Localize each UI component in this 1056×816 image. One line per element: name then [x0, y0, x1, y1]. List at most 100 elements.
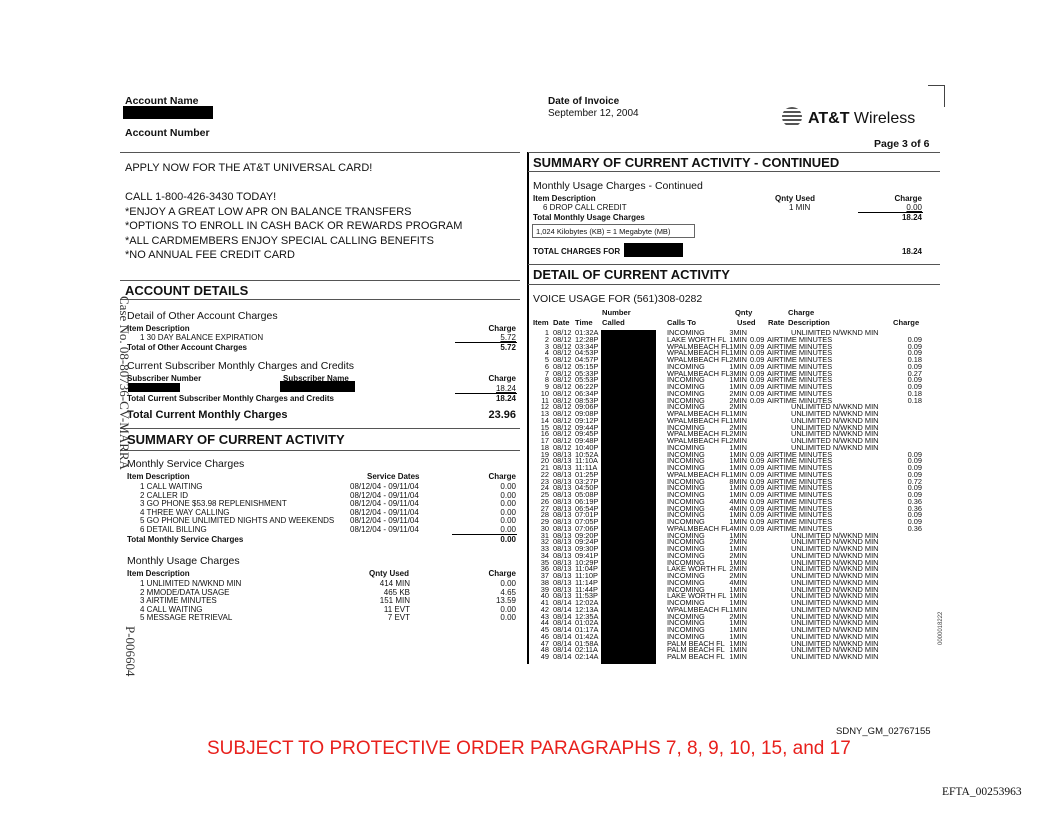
call-date: 08/12 [553, 368, 572, 378]
call-date: 08/12 [553, 442, 572, 452]
call-item: 31 [540, 530, 549, 540]
promo-line: *ENJOY A GREAT LOW APR ON BALANCE TRANSF… [125, 205, 412, 218]
call-qty: 8MIN [729, 476, 747, 486]
total-charges-value: 18.24 [901, 247, 922, 256]
call-calls-to: INCOMING [667, 456, 705, 466]
call-qty: 2MIN [729, 395, 747, 405]
total-value: 18.24 [901, 213, 922, 222]
call-time: 01:02A [575, 618, 599, 628]
redaction [123, 106, 213, 119]
sdny-bates: SDNY_GM_02767155 [836, 726, 931, 737]
call-qty: 1MIN [729, 442, 747, 452]
call-description: UNLIMITED N/WKND MIN [791, 557, 879, 567]
call-row: 20 08/13 11:10A INCOMING 1MIN 0.09 AIRTIME MIN… [525, 456, 925, 466]
call-rate: 0.09 [750, 382, 765, 391]
call-charge: 0.09 [907, 382, 922, 391]
call-charge: 0.09 [907, 361, 922, 371]
call-qty: 4MIN [729, 577, 747, 587]
divider [528, 171, 940, 172]
call-description: UNLIMITED N/WKND MIN [791, 402, 879, 412]
call-qty: 1MIN [729, 652, 747, 661]
call-calls-to: INCOMING [667, 571, 705, 580]
call-item: 27 [540, 503, 549, 513]
call-qty: 1MIN [729, 456, 747, 466]
call-item: 41 [540, 598, 549, 607]
call-item: 16 [540, 429, 549, 439]
col-header: Description [788, 318, 830, 327]
call-charge: 0.18 [907, 395, 922, 405]
call-charge: 0.09 [907, 483, 922, 493]
call-time: 10:52A [575, 449, 599, 459]
call-charge: 0.09 [907, 375, 922, 385]
bates-number-left: P-006604 [123, 626, 138, 677]
call-description: UNLIMITED N/WKND MIN [791, 631, 879, 641]
call-qty: 1MIN [729, 449, 747, 459]
col-header: Item Description [127, 569, 190, 578]
call-description: UNLIMITED N/WKND MIN [791, 436, 879, 445]
call-date: 08/13 [553, 544, 572, 553]
divider [120, 299, 520, 300]
call-qty: 3MIN [729, 328, 747, 337]
call-charge: 0.72 [907, 476, 922, 486]
call-charge: 0.09 [907, 490, 922, 499]
call-calls-to: INCOMING [667, 503, 705, 513]
call-time: 05:15P [575, 361, 599, 371]
call-calls-to: WPALMBEACH FL [667, 348, 730, 358]
call-row: 31 08/13 09:20P INCOMING 1MIN UNLIMITED N/WKN… [525, 530, 925, 540]
call-date: 08/14 [553, 638, 572, 648]
call-description: AIRTIME MINUTES [767, 395, 833, 405]
call-description: AIRTIME MINUTES [767, 348, 833, 358]
call-date: 08/13 [553, 463, 572, 472]
call-item: 2 [544, 334, 549, 344]
total-charges-label: TOTAL CHARGES FOR [533, 247, 621, 256]
call-time: 12:28P [575, 334, 599, 344]
call-row: 7 08/12 05:33P WPALMBEACH FL 3MIN 0.09 AIRTIME… [525, 368, 925, 378]
call-time: 07:06P [575, 523, 599, 533]
call-calls-to: INCOMING [667, 611, 705, 621]
call-time: 04:50P [575, 483, 599, 493]
call-time: 05:53P [575, 375, 599, 385]
call-calls-to: WPALMBEACH FL [667, 436, 730, 445]
call-row: 22 08/13 01:25P WPALMBEACH FL 1MIN 0.09 AIRTIM… [525, 469, 925, 479]
corner-mark [944, 85, 945, 107]
bates-number-right: 0000018222 [938, 611, 944, 645]
service-description: 5 GO PHONE UNLIMITED NIGHTS AND WEEKENDS [140, 516, 335, 526]
call-date: 08/12 [553, 334, 572, 344]
call-qty: 2MIN [729, 436, 747, 445]
charge-value: 18.24 [495, 384, 516, 393]
call-date: 08/12 [553, 375, 572, 385]
call-calls-to: WPALMBEACH FL [667, 355, 730, 364]
col-header: Time [575, 318, 593, 327]
col-header: Date [553, 318, 570, 327]
promo-headline: APPLY NOW FOR THE AT&T UNIVERSAL CARD! [125, 162, 373, 174]
call-qty: 4MIN [729, 523, 747, 533]
call-item: 45 [540, 625, 549, 634]
call-rate: 0.09 [750, 388, 765, 398]
call-description: AIRTIME MINUTES [767, 523, 833, 533]
call-time: 12:35A [575, 611, 599, 621]
call-calls-to: INCOMING [667, 402, 705, 412]
call-item: 44 [540, 618, 549, 628]
call-date: 08/12 [553, 388, 572, 398]
col-header: Charge [894, 194, 922, 203]
service-dates: 08/12/04 - 09/11/04 [350, 482, 419, 491]
call-time: 09:08P [575, 409, 599, 418]
call-time: 09:12P [575, 415, 599, 425]
call-description: AIRTIME MINUTES [767, 469, 833, 479]
call-row: 29 08/13 07:05P INCOMING 1MIN 0.09 AIRTIME MIN… [525, 518, 925, 526]
call-description: UNLIMITED N/WKND MIN [791, 625, 879, 634]
call-qty: 2MIN [729, 422, 747, 432]
call-qty: 2MIN [729, 537, 747, 547]
call-time: 11:11A [575, 463, 598, 472]
call-description: UNLIMITED N/WKND MIN [791, 604, 879, 614]
call-item: 9 [544, 382, 549, 391]
usage-qty: 11 EVT [383, 604, 410, 614]
case-number-stamp: Case No. 08-80736-CV-MARRA [117, 296, 132, 470]
call-qty: 2MIN [729, 550, 747, 560]
promo-line: CALL 1-800-426-3430 TODAY! [125, 191, 277, 203]
usage-qty: 414 MIN [379, 579, 410, 588]
call-row: 1 08/12 01:32A INCOMING 3MIN UNLIMITED N/WKND… [525, 328, 925, 337]
divider [455, 393, 517, 394]
call-row: 47 08/14 01:58A PALM BEACH FL 1MIN UNLIMITED … [525, 638, 925, 648]
call-charge: 0.09 [907, 334, 922, 344]
